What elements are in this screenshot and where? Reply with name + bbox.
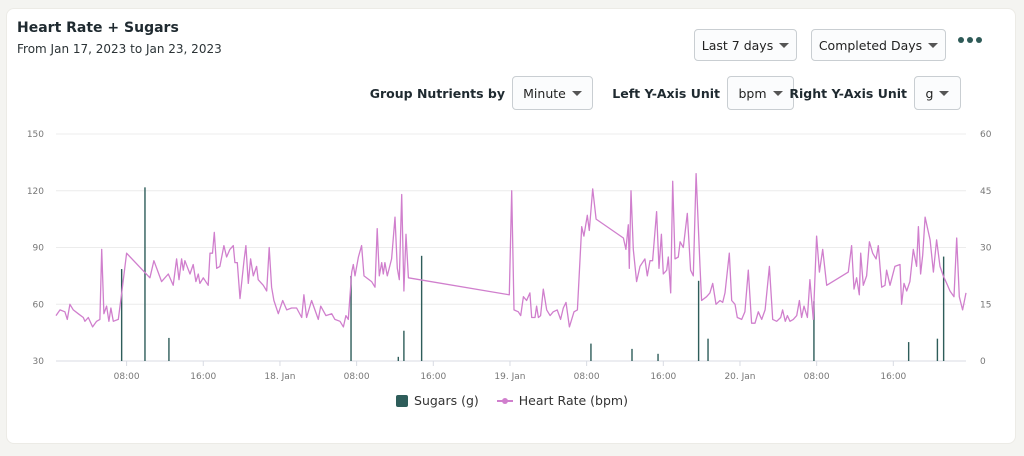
right-axis-unit-dropdown[interactable]: g: [914, 76, 961, 110]
chevron-down-icon: [939, 90, 950, 96]
left-axis-unit-dropdown[interactable]: bpm: [727, 76, 794, 110]
right-tick-label: 45: [980, 187, 991, 197]
left-tick-label: 90: [33, 244, 45, 254]
sugar-bar: [657, 353, 659, 361]
x-tick-label: 16:00: [420, 372, 446, 382]
sugar-bar: [120, 269, 123, 361]
legend-label-sugars: Sugars (g): [414, 393, 479, 408]
sugar-bar: [590, 343, 592, 361]
x-tick-label: 08:00: [574, 372, 600, 382]
chart-title: Heart Rate + Sugars: [17, 20, 179, 36]
sugar-bar: [403, 330, 405, 361]
left-tick-label: 150: [27, 130, 44, 140]
x-tick-label: 16:00: [880, 372, 906, 382]
legend-item-heart-rate[interactable]: Heart Rate (bpm): [496, 393, 628, 408]
sugar-bar: [350, 275, 352, 361]
range-value: Last 7 days: [701, 37, 774, 53]
x-tick-label: 20. Jan: [724, 372, 755, 382]
sugar-bar: [144, 187, 146, 361]
right-tick-label: 0: [980, 357, 986, 367]
sugar-bar: [168, 337, 170, 361]
right-tick-label: 30: [980, 244, 992, 254]
sugar-bar: [942, 256, 945, 361]
left-axis-unit-label: Left Y-Axis Unit: [612, 86, 720, 101]
legend-label-heart-rate: Heart Rate (bpm): [518, 393, 628, 408]
group-nutrients-label: Group Nutrients by: [369, 86, 505, 101]
sugar-bar: [936, 338, 939, 361]
left-unit-value: bpm: [738, 85, 767, 101]
legend-item-sugars[interactable]: Sugars (g): [396, 393, 479, 408]
chevron-down-icon: [772, 90, 783, 96]
sugar-bar: [697, 280, 700, 361]
chevron-down-icon: [928, 42, 939, 48]
x-tick-label: 16:00: [190, 372, 216, 382]
sugar-bar: [707, 338, 709, 361]
right-tick-label: 60: [980, 130, 992, 140]
x-tick-label: 16:00: [650, 372, 676, 382]
left-tick-label: 30: [33, 357, 45, 367]
right-tick-label: 15: [980, 300, 991, 310]
left-tick-label: 60: [33, 300, 45, 310]
x-tick-label: 18. Jan: [264, 372, 295, 382]
x-tick-label: 19. Jan: [494, 372, 525, 382]
heart-rate-swatch: [496, 397, 513, 404]
more-horizontal-icon[interactable]: [958, 37, 982, 43]
days-value: Completed Days: [818, 37, 923, 53]
sugar-bar: [397, 356, 400, 361]
chevron-down-icon: [779, 42, 790, 48]
heart-rate-line: [55, 173, 967, 328]
group-value: Minute: [523, 85, 566, 101]
left-tick-label: 120: [27, 187, 44, 197]
chevron-down-icon: [571, 90, 582, 96]
x-tick-label: 08:00: [114, 372, 140, 382]
days-dropdown[interactable]: Completed Days: [811, 29, 946, 61]
sugar-bar: [907, 342, 910, 361]
date-range-subtitle: From Jan 17, 2023 to Jan 23, 2023: [17, 42, 222, 56]
right-axis-unit-label: Right Y-Axis Unit: [789, 86, 907, 101]
x-tick-label: 08:00: [804, 372, 830, 382]
sugar-bar: [631, 348, 633, 361]
sugar-bar: [813, 301, 815, 361]
x-tick-label: 08:00: [344, 372, 370, 382]
sugars-swatch: [396, 394, 409, 407]
range-dropdown[interactable]: Last 7 days: [694, 29, 797, 61]
sugar-bar: [420, 255, 423, 361]
group-nutrients-dropdown[interactable]: Minute: [512, 76, 593, 110]
right-unit-value: g: [925, 85, 934, 101]
legend: Sugars (g) Heart Rate (bpm): [0, 393, 1024, 408]
